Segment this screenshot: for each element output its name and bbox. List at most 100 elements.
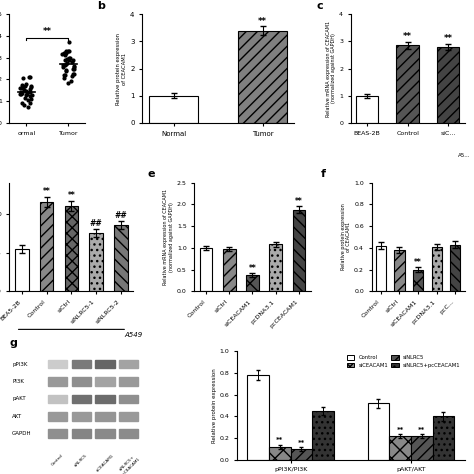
Bar <box>95 429 115 438</box>
Text: **: ** <box>298 439 305 446</box>
Point <box>65 56 73 64</box>
Bar <box>312 411 334 460</box>
Text: **: ** <box>258 17 267 26</box>
Bar <box>200 248 212 292</box>
Point <box>66 55 73 62</box>
Bar <box>72 429 91 438</box>
Point <box>27 92 34 100</box>
Point <box>69 58 76 66</box>
Text: g: g <box>9 337 18 347</box>
Bar <box>95 377 115 386</box>
Bar <box>413 270 423 292</box>
Point <box>61 56 69 64</box>
Point <box>64 60 71 67</box>
Bar <box>433 416 454 460</box>
Text: **: ** <box>295 197 303 206</box>
Point <box>18 99 26 107</box>
Point <box>26 99 33 106</box>
Point <box>22 82 29 90</box>
Bar <box>114 225 128 292</box>
Bar <box>368 403 389 460</box>
Point <box>19 84 27 91</box>
Point <box>21 94 29 102</box>
Bar <box>72 377 91 386</box>
Text: e: e <box>148 169 155 179</box>
Point <box>63 47 70 55</box>
Point <box>69 56 77 64</box>
Bar <box>64 206 78 292</box>
Point <box>18 91 25 98</box>
Point <box>61 71 69 79</box>
Bar <box>411 436 433 460</box>
Bar <box>389 436 411 460</box>
Point <box>70 65 77 73</box>
Bar <box>48 360 67 368</box>
Point <box>70 70 77 78</box>
Point <box>22 88 30 95</box>
Bar <box>247 375 269 460</box>
Bar <box>119 412 138 420</box>
Y-axis label: Relative protein expression: Relative protein expression <box>212 368 217 443</box>
Bar <box>95 394 115 403</box>
Bar <box>394 250 405 292</box>
Bar <box>437 47 459 123</box>
Point <box>27 82 35 90</box>
Text: **: ** <box>276 438 283 443</box>
Bar <box>95 412 115 420</box>
Point <box>60 74 67 82</box>
Point <box>20 86 27 93</box>
Bar <box>238 30 287 123</box>
Point <box>23 89 31 96</box>
Text: siNLRC5: siNLRC5 <box>74 453 89 468</box>
Point <box>65 48 73 55</box>
Point <box>23 91 30 98</box>
Bar <box>450 245 460 292</box>
Text: siCEACAM1: siCEACAM1 <box>95 453 115 473</box>
Text: siNLRC5+
pcCEACAM1: siNLRC5+ pcCEACAM1 <box>117 453 141 474</box>
Text: **: ** <box>414 258 422 267</box>
Point <box>17 89 25 96</box>
Point <box>27 83 35 91</box>
Point <box>64 80 72 87</box>
Point <box>61 62 69 69</box>
Point <box>18 89 26 97</box>
Text: **: ** <box>418 427 425 432</box>
Point <box>17 91 24 98</box>
Point <box>27 85 34 93</box>
Y-axis label: Relative mRNA expression of CEACAM1
(normalized against GAPDH): Relative mRNA expression of CEACAM1 (nor… <box>326 20 337 117</box>
Bar <box>72 412 91 420</box>
Point <box>65 55 73 62</box>
Point <box>62 60 70 68</box>
Point <box>59 64 66 71</box>
Point <box>71 63 78 70</box>
Bar <box>431 247 442 292</box>
Bar <box>119 360 138 368</box>
Bar <box>356 96 378 123</box>
Bar <box>376 246 386 292</box>
Point <box>22 80 30 87</box>
Point <box>58 50 66 58</box>
Point <box>59 62 66 69</box>
Point <box>67 77 75 85</box>
Point <box>62 52 69 59</box>
Bar <box>48 429 67 438</box>
Text: **: ** <box>444 34 453 43</box>
Point <box>63 55 71 62</box>
Text: c: c <box>317 1 323 11</box>
Point <box>70 70 77 77</box>
Point <box>24 97 32 104</box>
Point <box>18 81 25 89</box>
Point <box>23 91 30 99</box>
Text: b: b <box>97 1 105 11</box>
Bar <box>48 377 67 386</box>
Text: PI3K: PI3K <box>12 379 24 384</box>
Point <box>28 91 36 99</box>
Point <box>62 48 70 56</box>
Bar <box>269 447 291 460</box>
Point <box>71 65 78 73</box>
Bar <box>223 249 236 292</box>
Text: GAPDH: GAPDH <box>12 431 32 436</box>
Point <box>17 84 24 92</box>
Bar <box>15 249 29 292</box>
Bar <box>149 96 198 123</box>
